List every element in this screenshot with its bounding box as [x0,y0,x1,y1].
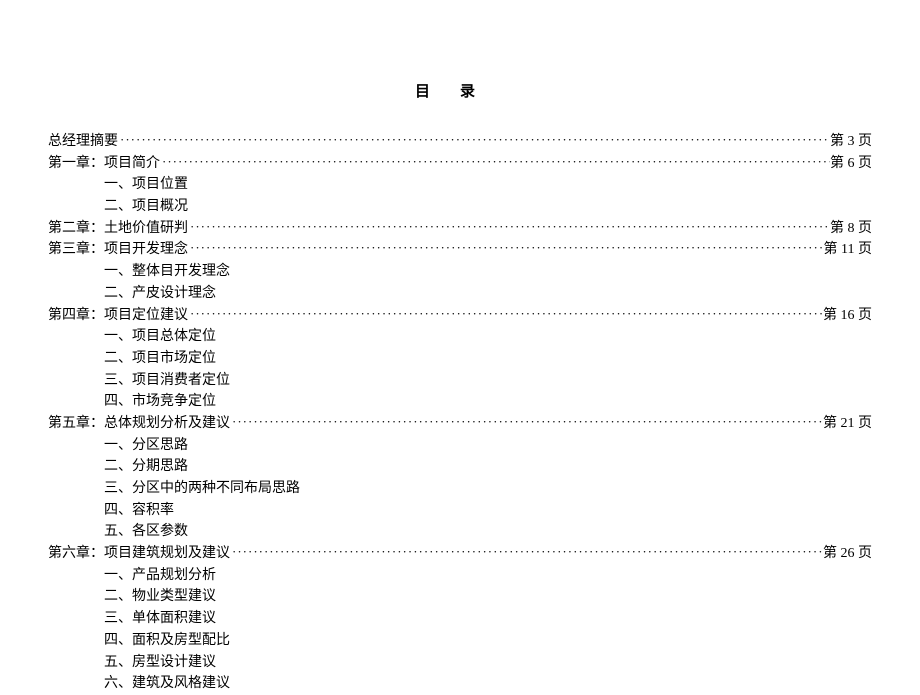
toc-entry-label: 第六章：项目建筑规划及建议 [48,543,230,565]
toc-sub-entry: 二、产皮设计理念 [48,283,872,305]
toc-sub-entry: 一、产品规划分析 [48,565,872,587]
toc-leader-dots [188,304,823,324]
toc-container: 总经理摘要 第 3 页第一章：项目简介 第 6 页一、项目位置二、项目概况第二章：土… [48,131,872,695]
toc-sub-entry: 二、项目市场定位 [48,348,872,370]
toc-entry-page: 第 11 页 [824,239,872,261]
toc-entry-page: 第 3 页 [830,131,872,153]
toc-entry-label: 第一章：项目简介 [48,153,160,175]
toc-leader-dots [160,152,830,172]
toc-entry-label: 第二章：土地价值研判 [48,218,188,240]
toc-entry-page: 第 16 页 [823,305,872,327]
toc-entry-label: 第四章：项目定位建议 [48,305,188,327]
toc-sub-entry: 一、项目总体定位 [48,326,872,348]
toc-sub-entry: 四、容积率 [48,500,872,522]
toc-sub-entry: 二、项目概况 [48,196,872,218]
toc-sub-entry: 三、项目消费者定位 [48,370,872,392]
toc-sub-entry: 三、单体面积建议 [48,608,872,630]
toc-leader-dots [188,217,830,237]
toc-entry: 第二章：土地价值研判 第 8 页 [48,218,872,240]
toc-sub-entry: 二、物业类型建议 [48,586,872,608]
toc-leader-dots [230,412,823,432]
toc-entry-page: 第 6 页 [830,153,872,175]
toc-sub-entry: 四、市场竞争定位 [48,391,872,413]
toc-entry: 第一章：项目简介 第 6 页 [48,153,872,175]
toc-sub-entry: 四、面积及房型配比 [48,630,872,652]
toc-entry: 总经理摘要 第 3 页 [48,131,872,153]
toc-sub-entry: 五、房型设计建议 [48,652,872,674]
toc-leader-dots [230,542,823,562]
toc-leader-dots [118,130,830,150]
toc-sub-entry: 六、建筑及风格建议 [48,673,872,695]
toc-sub-entry: 三、分区中的两种不同布局思路 [48,478,872,500]
toc-sub-entry: 一、项目位置 [48,174,872,196]
toc-entry-page: 第 26 页 [823,543,872,565]
toc-entry: 第三章：项目开发理念 第 11 页 [48,239,872,261]
toc-entry-page: 第 8 页 [830,218,872,240]
toc-entry-page: 第 21 页 [823,413,872,435]
toc-leader-dots [188,238,824,258]
toc-entry: 第六章：项目建筑规划及建议 第 26 页 [48,543,872,565]
toc-title: 目录 [48,80,872,101]
toc-sub-entry: 五、各区参数 [48,521,872,543]
toc-sub-entry: 一、整体目开发理念 [48,261,872,283]
toc-entry: 第五章：总体规划分析及建议 第 21 页 [48,413,872,435]
toc-entry-label: 第三章：项目开发理念 [48,239,188,261]
toc-sub-entry: 二、分期思路 [48,456,872,478]
toc-entry-label: 总经理摘要 [48,131,118,153]
toc-sub-entry: 一、分区思路 [48,435,872,457]
toc-entry: 第四章：项目定位建议 第 16 页 [48,305,872,327]
toc-entry-label: 第五章：总体规划分析及建议 [48,413,230,435]
